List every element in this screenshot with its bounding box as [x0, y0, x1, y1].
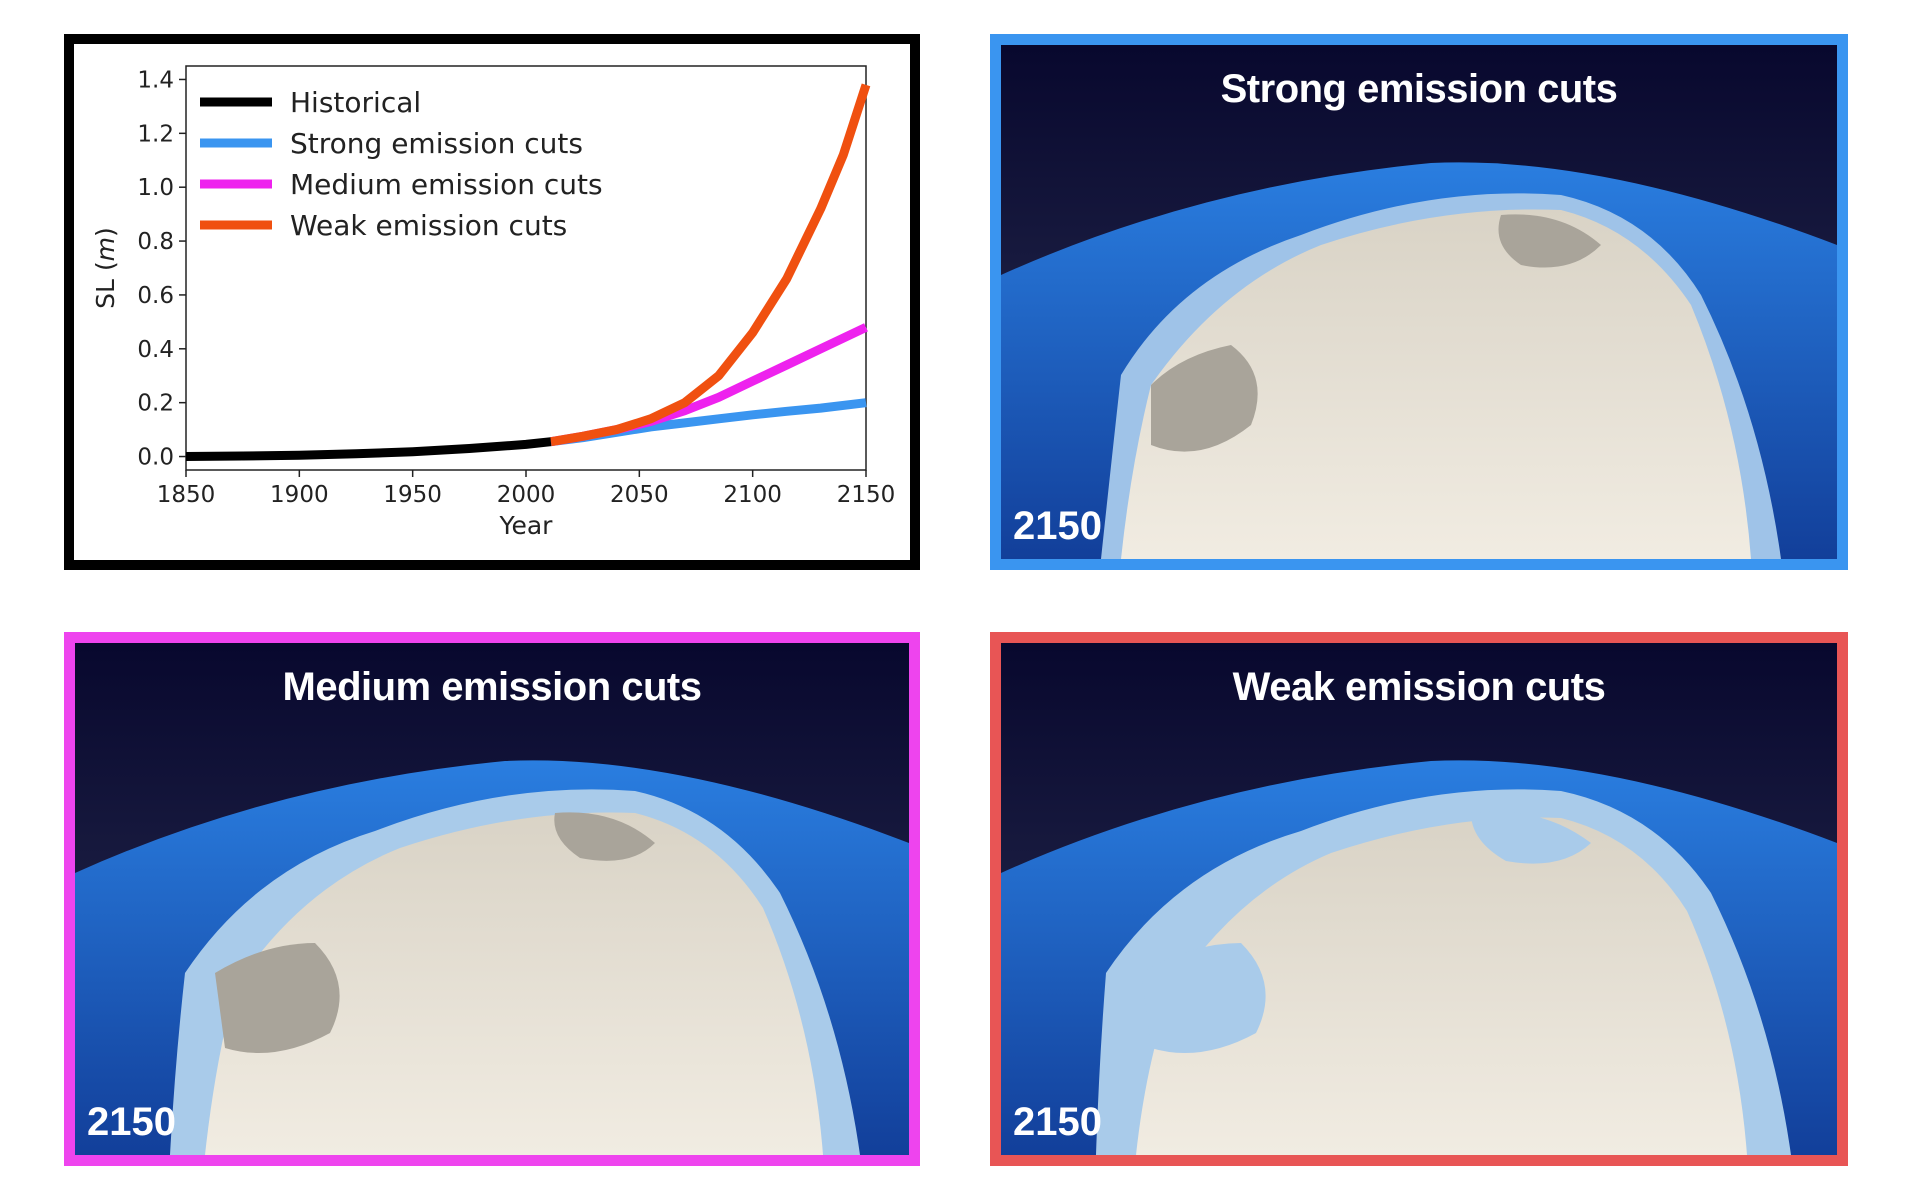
antarctica-render-medium [75, 643, 909, 1155]
y-axis-title-close-paren: ) [91, 227, 120, 237]
panel-year-medium: 2150 [87, 1100, 176, 1144]
chart-axes: 1850 1900 1950 2000 2050 2100 2150 0.0 0.2 0.4 0.6… [91, 65, 896, 540]
x-tick-label: 1900 [270, 482, 329, 508]
x-tick-label: 2000 [497, 482, 556, 508]
panel-title-medium: Medium emission cuts [282, 665, 702, 709]
y-tick-label: 0.0 [137, 445, 174, 471]
x-tick-label: 2050 [610, 482, 669, 508]
x-tick-label: 2100 [723, 482, 782, 508]
panel-year-weak: 2150 [1013, 1100, 1102, 1144]
panel-title-weak: Weak emission cuts [1232, 665, 1606, 709]
y-axis-title-unit: m [91, 237, 120, 261]
y-tick-label: 0.6 [137, 283, 174, 309]
legend-label-historical: Historical [290, 86, 421, 119]
weak-scenario-panel: Weak emission cuts 2150 [990, 632, 1848, 1166]
legend-label-weak-emission-cuts: Weak emission cuts [290, 209, 567, 242]
series-line-historical [185, 437, 552, 461]
antarctica-render-strong [1001, 45, 1837, 559]
x-tick-label: 2150 [837, 482, 896, 508]
x-axis-title: Year [499, 511, 554, 540]
y-tick-label: 0.4 [137, 337, 174, 363]
legend-label-medium-emission-cuts: Medium emission cuts [290, 168, 603, 201]
y-axis-title-name: SL [91, 279, 120, 309]
strong-scenario-panel: Strong emission cuts 2150 [990, 34, 1848, 570]
chart-legend: Historical Strong emission cuts Medium emi… [200, 86, 603, 242]
y-tick-label: 1.0 [137, 175, 174, 201]
y-tick-label: 0.8 [137, 229, 174, 255]
chart-series-group [185, 83, 871, 461]
sea-level-chart-panel: 1850 1900 1950 2000 2050 2100 2150 0.0 0.2 0.4 0.6… [64, 34, 920, 570]
antarctica-render-weak [1001, 643, 1837, 1155]
sea-level-chart: 1850 1900 1950 2000 2050 2100 2150 0.0 0.2 0.4 0.6… [91, 65, 896, 540]
y-tick-label: 0.2 [137, 391, 174, 417]
y-axis-title: SL (m) [91, 227, 120, 309]
y-tick-label: 1.4 [137, 67, 174, 93]
medium-scenario-panel: Medium emission cuts 2150 [64, 632, 920, 1166]
y-tick-label: 1.2 [137, 121, 174, 147]
panel-year-strong: 2150 [1013, 504, 1102, 548]
x-tick-label: 1850 [157, 482, 216, 508]
x-tick-label: 1950 [383, 482, 442, 508]
legend-label-strong-emission-cuts: Strong emission cuts [290, 127, 583, 160]
y-axis-title-open-paren: ( [91, 261, 120, 279]
panel-title-strong: Strong emission cuts [1220, 67, 1618, 111]
series-line-weak-emission-cuts [550, 83, 871, 447]
